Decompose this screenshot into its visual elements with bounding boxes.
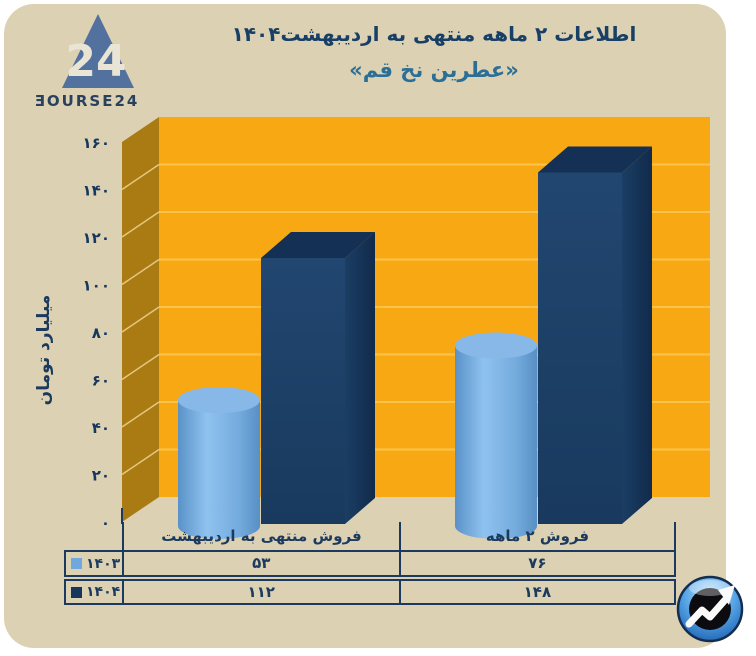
- category-label-2month-sales: فروش ۲ ماهه: [399, 522, 676, 550]
- svg-text:۶۰: ۶۰: [92, 372, 110, 390]
- data-table: فروش منتهی به اردیبهشت فروش ۲ ماهه ۱۴۰۳ …: [64, 522, 676, 606]
- table-row-1404: ۱۴۰۴ ۱۱۲ ۱۴۸: [64, 579, 676, 605]
- row-header-1404: ۱۴۰۴: [66, 581, 124, 603]
- value-1403-2month: ۷۶: [398, 552, 674, 575]
- bar-chart-3d: ۰ ۲۰ ۴۰ ۶۰ ۸۰ ۱۰۰ ۱۲۰ ۱۴۰ ۱۶۰: [83, 117, 710, 539]
- legend-marker-1403: [71, 558, 82, 569]
- svg-text:۰: ۰: [101, 514, 110, 532]
- year-label: ۱۴۰۳: [86, 555, 121, 572]
- logo-wordmark: ƎOURSE24: [34, 92, 140, 110]
- category-header-row: فروش منتهی به اردیبهشت فروش ۲ ماهه: [122, 522, 676, 550]
- logo-number: 24: [65, 36, 126, 87]
- table-row-1403: ۱۴۰۳ ۵۳ ۷۶: [64, 550, 676, 577]
- svg-text:۱۰۰: ۱۰۰: [83, 277, 110, 295]
- value-1404-month: ۱۱۲: [247, 582, 275, 601]
- svg-text:۱۴۰: ۱۴۰: [83, 182, 110, 200]
- svg-text:۱۶۰: ۱۶۰: [83, 134, 110, 152]
- value-1403-month: ۵۳: [252, 554, 271, 572]
- year-label: ۱۴۰۴: [86, 584, 121, 600]
- svg-text:۲۰: ۲۰: [92, 467, 110, 485]
- svg-text:۴۰: ۴۰: [92, 419, 110, 437]
- infographic-card: 24 ƎOURSE24 اطلاعات ۲ ماهه منتهی به اردی…: [4, 4, 726, 648]
- legend-marker-1404: [71, 586, 82, 598]
- chart-title: اطلاعات ۲ ماهه منتهی به اردیبهشت۱۴۰۴: [231, 22, 637, 46]
- category-label-month-sales: فروش منتهی به اردیبهشت: [122, 522, 399, 550]
- row-header-1403: ۱۴۰۳: [66, 552, 124, 575]
- value-1404-2month: ۱۴۸: [398, 581, 674, 603]
- bourse24-ball-icon: [676, 575, 744, 643]
- bourse24-triangle-icon: 24: [62, 14, 134, 88]
- svg-text:۱۲۰: ۱۲۰: [83, 229, 110, 247]
- bourse24-logo: 24 ƎOURSE24: [22, 8, 152, 110]
- chart-subtitle: «عطرین نخ قم»: [349, 58, 519, 82]
- svg-text:۸۰: ۸۰: [92, 324, 110, 342]
